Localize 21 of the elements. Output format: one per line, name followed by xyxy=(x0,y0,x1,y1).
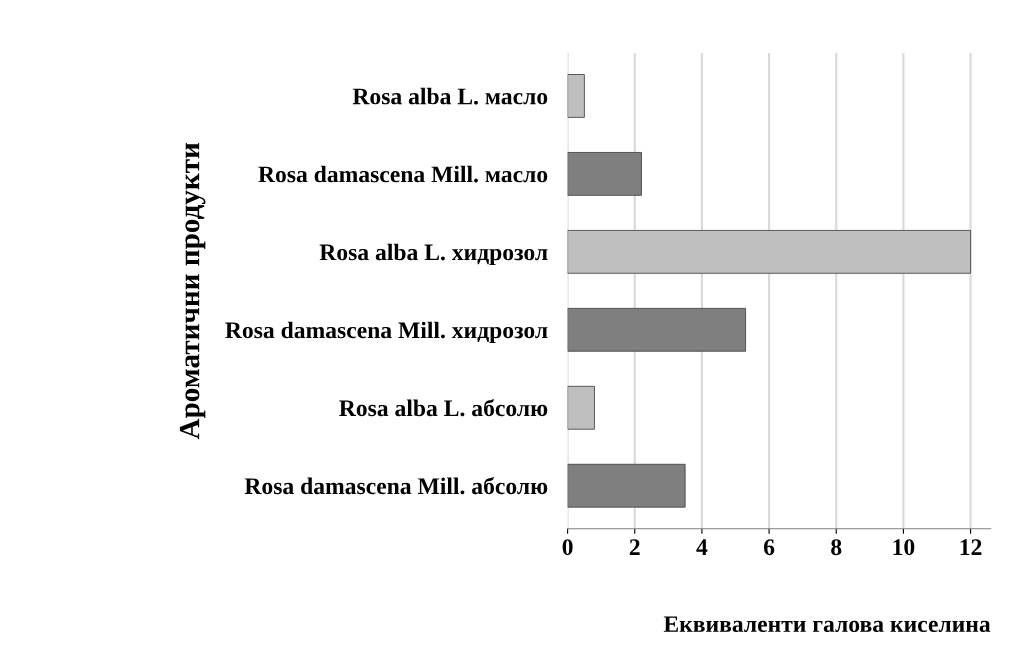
bar xyxy=(567,74,585,118)
y-tick-label: Rosa damascena Mill. масло xyxy=(258,165,548,183)
x-tick-label: 2 xyxy=(629,539,640,555)
x-tick-label: 12 xyxy=(960,539,982,555)
y-tick-label: Rosa alba L. хидрозол xyxy=(319,243,548,266)
bar xyxy=(567,152,642,196)
x-tick-label: 10 xyxy=(893,539,915,556)
bar xyxy=(567,230,971,274)
bar xyxy=(567,385,595,430)
x-axis-title: Еквиваленти галова киселина xyxy=(663,616,991,633)
bar xyxy=(567,307,746,352)
y-tick-label: Rosa damascena Mill. абсолю xyxy=(244,477,548,495)
y-axis-title: Ароматични продукти xyxy=(179,142,206,440)
x-tick-label: 8 xyxy=(831,539,842,556)
x-tick-label: 4 xyxy=(696,539,708,555)
y-tick-label: Rosa alba L. абсолю xyxy=(339,399,548,417)
bar xyxy=(567,463,686,508)
x-tick-label: 6 xyxy=(763,539,775,556)
y-tick-label: Rosa alba L. масло xyxy=(352,87,548,105)
y-tick-label: Rosa damascena Mill. хидрозол xyxy=(225,321,548,344)
x-tick-label: 0 xyxy=(562,539,573,556)
